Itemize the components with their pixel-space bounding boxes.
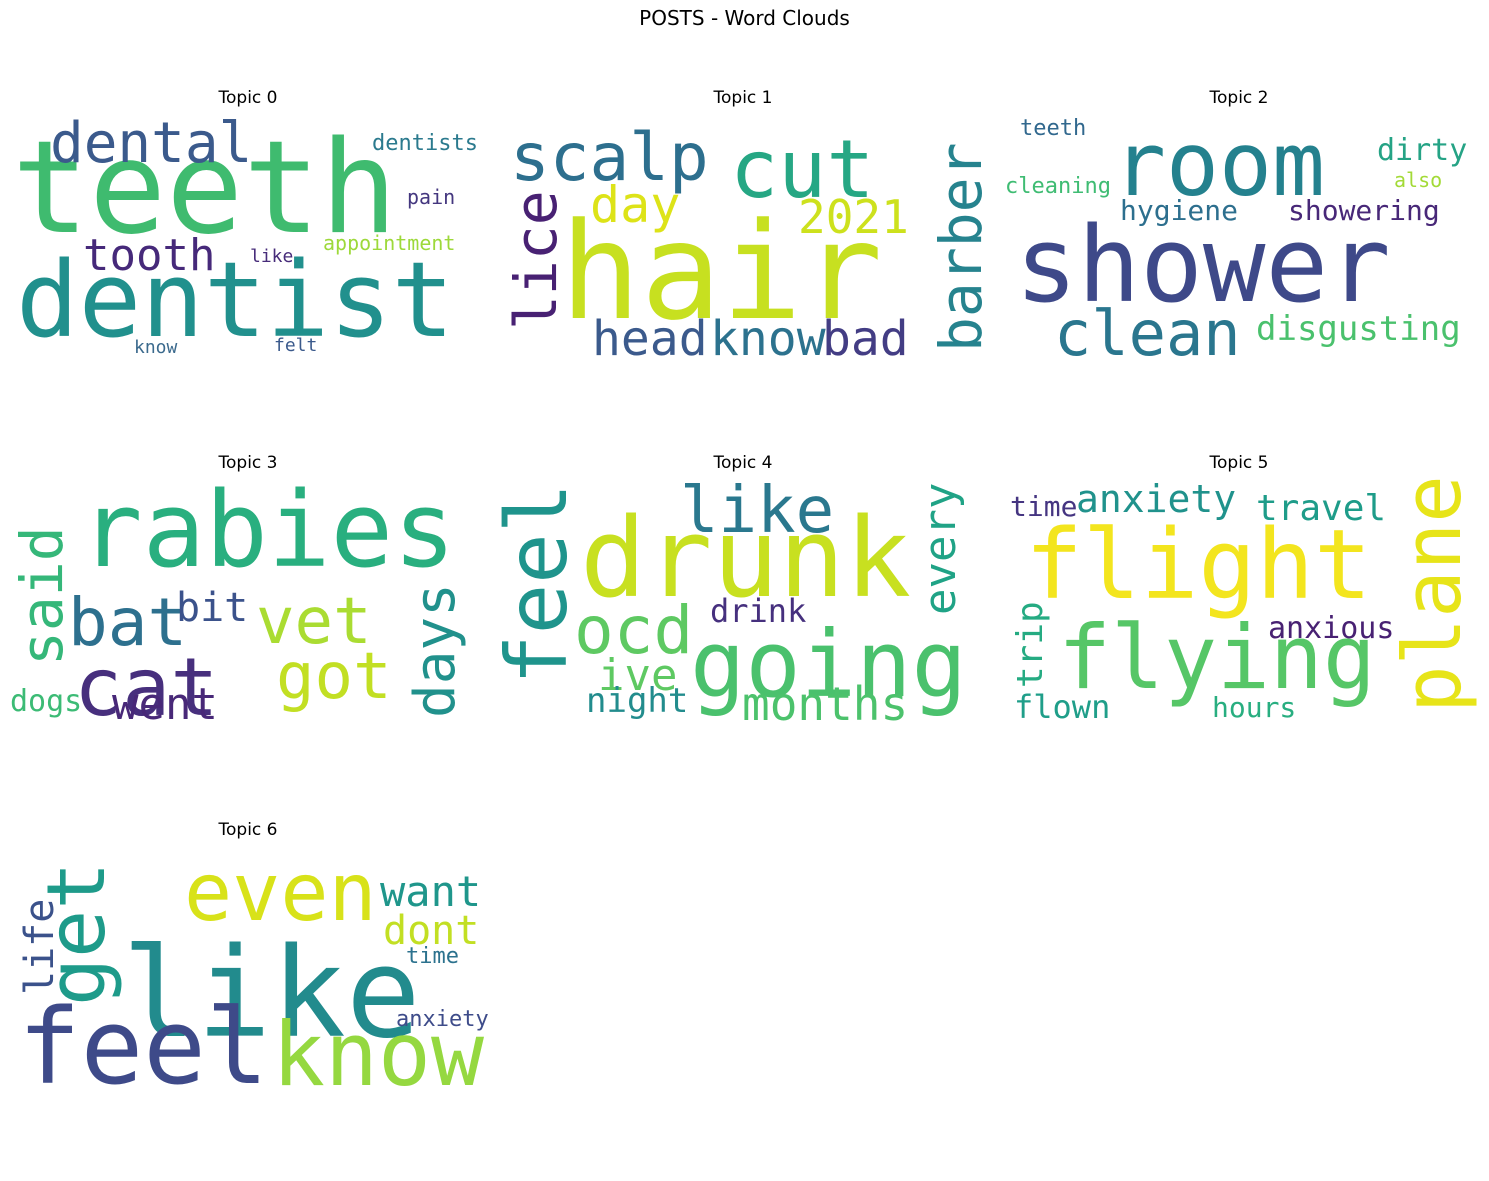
word-dental: dental [50, 111, 252, 176]
word-also: also [1394, 168, 1442, 192]
word-2021: 2021 [798, 190, 909, 244]
word-know: know [134, 337, 178, 358]
word-day: day [590, 176, 680, 234]
word-scalp: scalp [510, 119, 709, 196]
word-teeth: teeth [12, 114, 397, 263]
word-anxiety: anxiety [396, 1007, 489, 1032]
panel-title: Topic 6 [218, 820, 278, 840]
word-know: know [272, 1003, 484, 1106]
word-months: months [742, 677, 908, 731]
word-cleaning: cleaning [1005, 174, 1111, 199]
word-bad: bad [822, 311, 909, 367]
word-every: every [915, 483, 966, 615]
word-clean: clean [1054, 297, 1241, 370]
word-even: even [184, 846, 377, 939]
word-cloud-panel: Topic 6 like even want dont life get time feel kn… [10, 820, 489, 1108]
panel-title: Topic 2 [1209, 88, 1269, 108]
panel-title: Topic 4 [713, 453, 773, 473]
word-cut: cut [730, 123, 875, 216]
word-said: said [8, 526, 76, 666]
word-flying: flying [1058, 606, 1376, 709]
word-bit: bit [176, 585, 248, 631]
word-cloud-panel: Topic 3 rabies said bat bit vet cat got days dogs… [8, 453, 486, 734]
word-drunk: drunk [580, 494, 911, 622]
word-cloud-panel: Topic 1 hair scalp cut lice day 2021 barber head… [502, 88, 995, 367]
word-dont: dont [383, 908, 479, 954]
word-cloud-panel: Topic 4 drunk feel like every ocd drink going iv… [488, 453, 981, 731]
word-cloud-panel: Topic 2 shower room teeth dirty cleaning also h… [1001, 88, 1477, 370]
word-want: want [380, 867, 481, 916]
word-rabies: rabies [80, 469, 456, 591]
word-cat: cat [74, 641, 219, 734]
panel-title: Topic 3 [218, 453, 278, 473]
word-lice: lice [502, 190, 570, 330]
word-flown: flown [1014, 688, 1110, 726]
word-travel: travel [1256, 488, 1386, 529]
word-drink: drink [710, 592, 806, 630]
word-pain: pain [407, 185, 455, 209]
word-flight: flight [1025, 509, 1372, 621]
word-time: time [406, 944, 459, 969]
word-shower: shower [1015, 204, 1391, 326]
word-life: life [17, 899, 63, 995]
word-like: like [680, 474, 834, 548]
word-room: room [1113, 113, 1325, 216]
word-going: going [690, 611, 967, 718]
word-dogs: dogs [10, 684, 82, 719]
word-night: night [586, 681, 688, 721]
word-got: got [276, 640, 392, 714]
word-days: days [403, 583, 468, 718]
word-bat: bat [68, 584, 187, 661]
word-know: know [710, 311, 826, 367]
panel-title: Topic 1 [713, 88, 773, 108]
word-get: get [30, 862, 123, 1007]
word-hours: hours [1212, 691, 1296, 724]
word-hair: hair [560, 194, 883, 350]
word-cloud-panel: Topic 5 flight time anxiety travel plane trip f… [1001, 453, 1479, 726]
word-cloud-panel: Topic 0 teeth dentist dental tooth dentists pa… [10, 88, 486, 361]
word-plane: plane [1387, 475, 1479, 713]
word-feel: feel [18, 986, 268, 1108]
word-felt: felt [274, 335, 317, 356]
word-appointment: appointment [323, 231, 455, 255]
word-went: went [112, 679, 218, 730]
word-time: time [1010, 490, 1077, 523]
word-dentist: dentist [16, 239, 454, 361]
panel-title: Topic 5 [1209, 453, 1269, 473]
word-head: head [592, 311, 708, 367]
word-trip: trip [1010, 601, 1051, 688]
word-ive: ive [598, 650, 677, 701]
word-dentists: dentists [372, 131, 478, 156]
word-anxiety: anxiety [1076, 477, 1236, 521]
word-disgusting: disgusting [1256, 309, 1461, 349]
figure-title: POSTS - Word Clouds [639, 6, 850, 30]
word-like: like [250, 246, 293, 267]
panel-title: Topic 0 [218, 88, 278, 108]
word-hygiene: hygiene [1120, 194, 1238, 227]
word-anxious: anxious [1268, 611, 1394, 646]
word-showering: showering [1288, 194, 1440, 227]
word-teeth: teeth [1020, 116, 1086, 141]
word-vet: vet [256, 585, 372, 659]
word-ocd: ocd [574, 592, 693, 669]
word-feel: feel [488, 483, 586, 685]
word-barber: barber [927, 142, 995, 352]
word-like: like [122, 922, 421, 1066]
word-dirty: dirty [1377, 133, 1467, 168]
word-tooth: tooth [83, 230, 215, 281]
